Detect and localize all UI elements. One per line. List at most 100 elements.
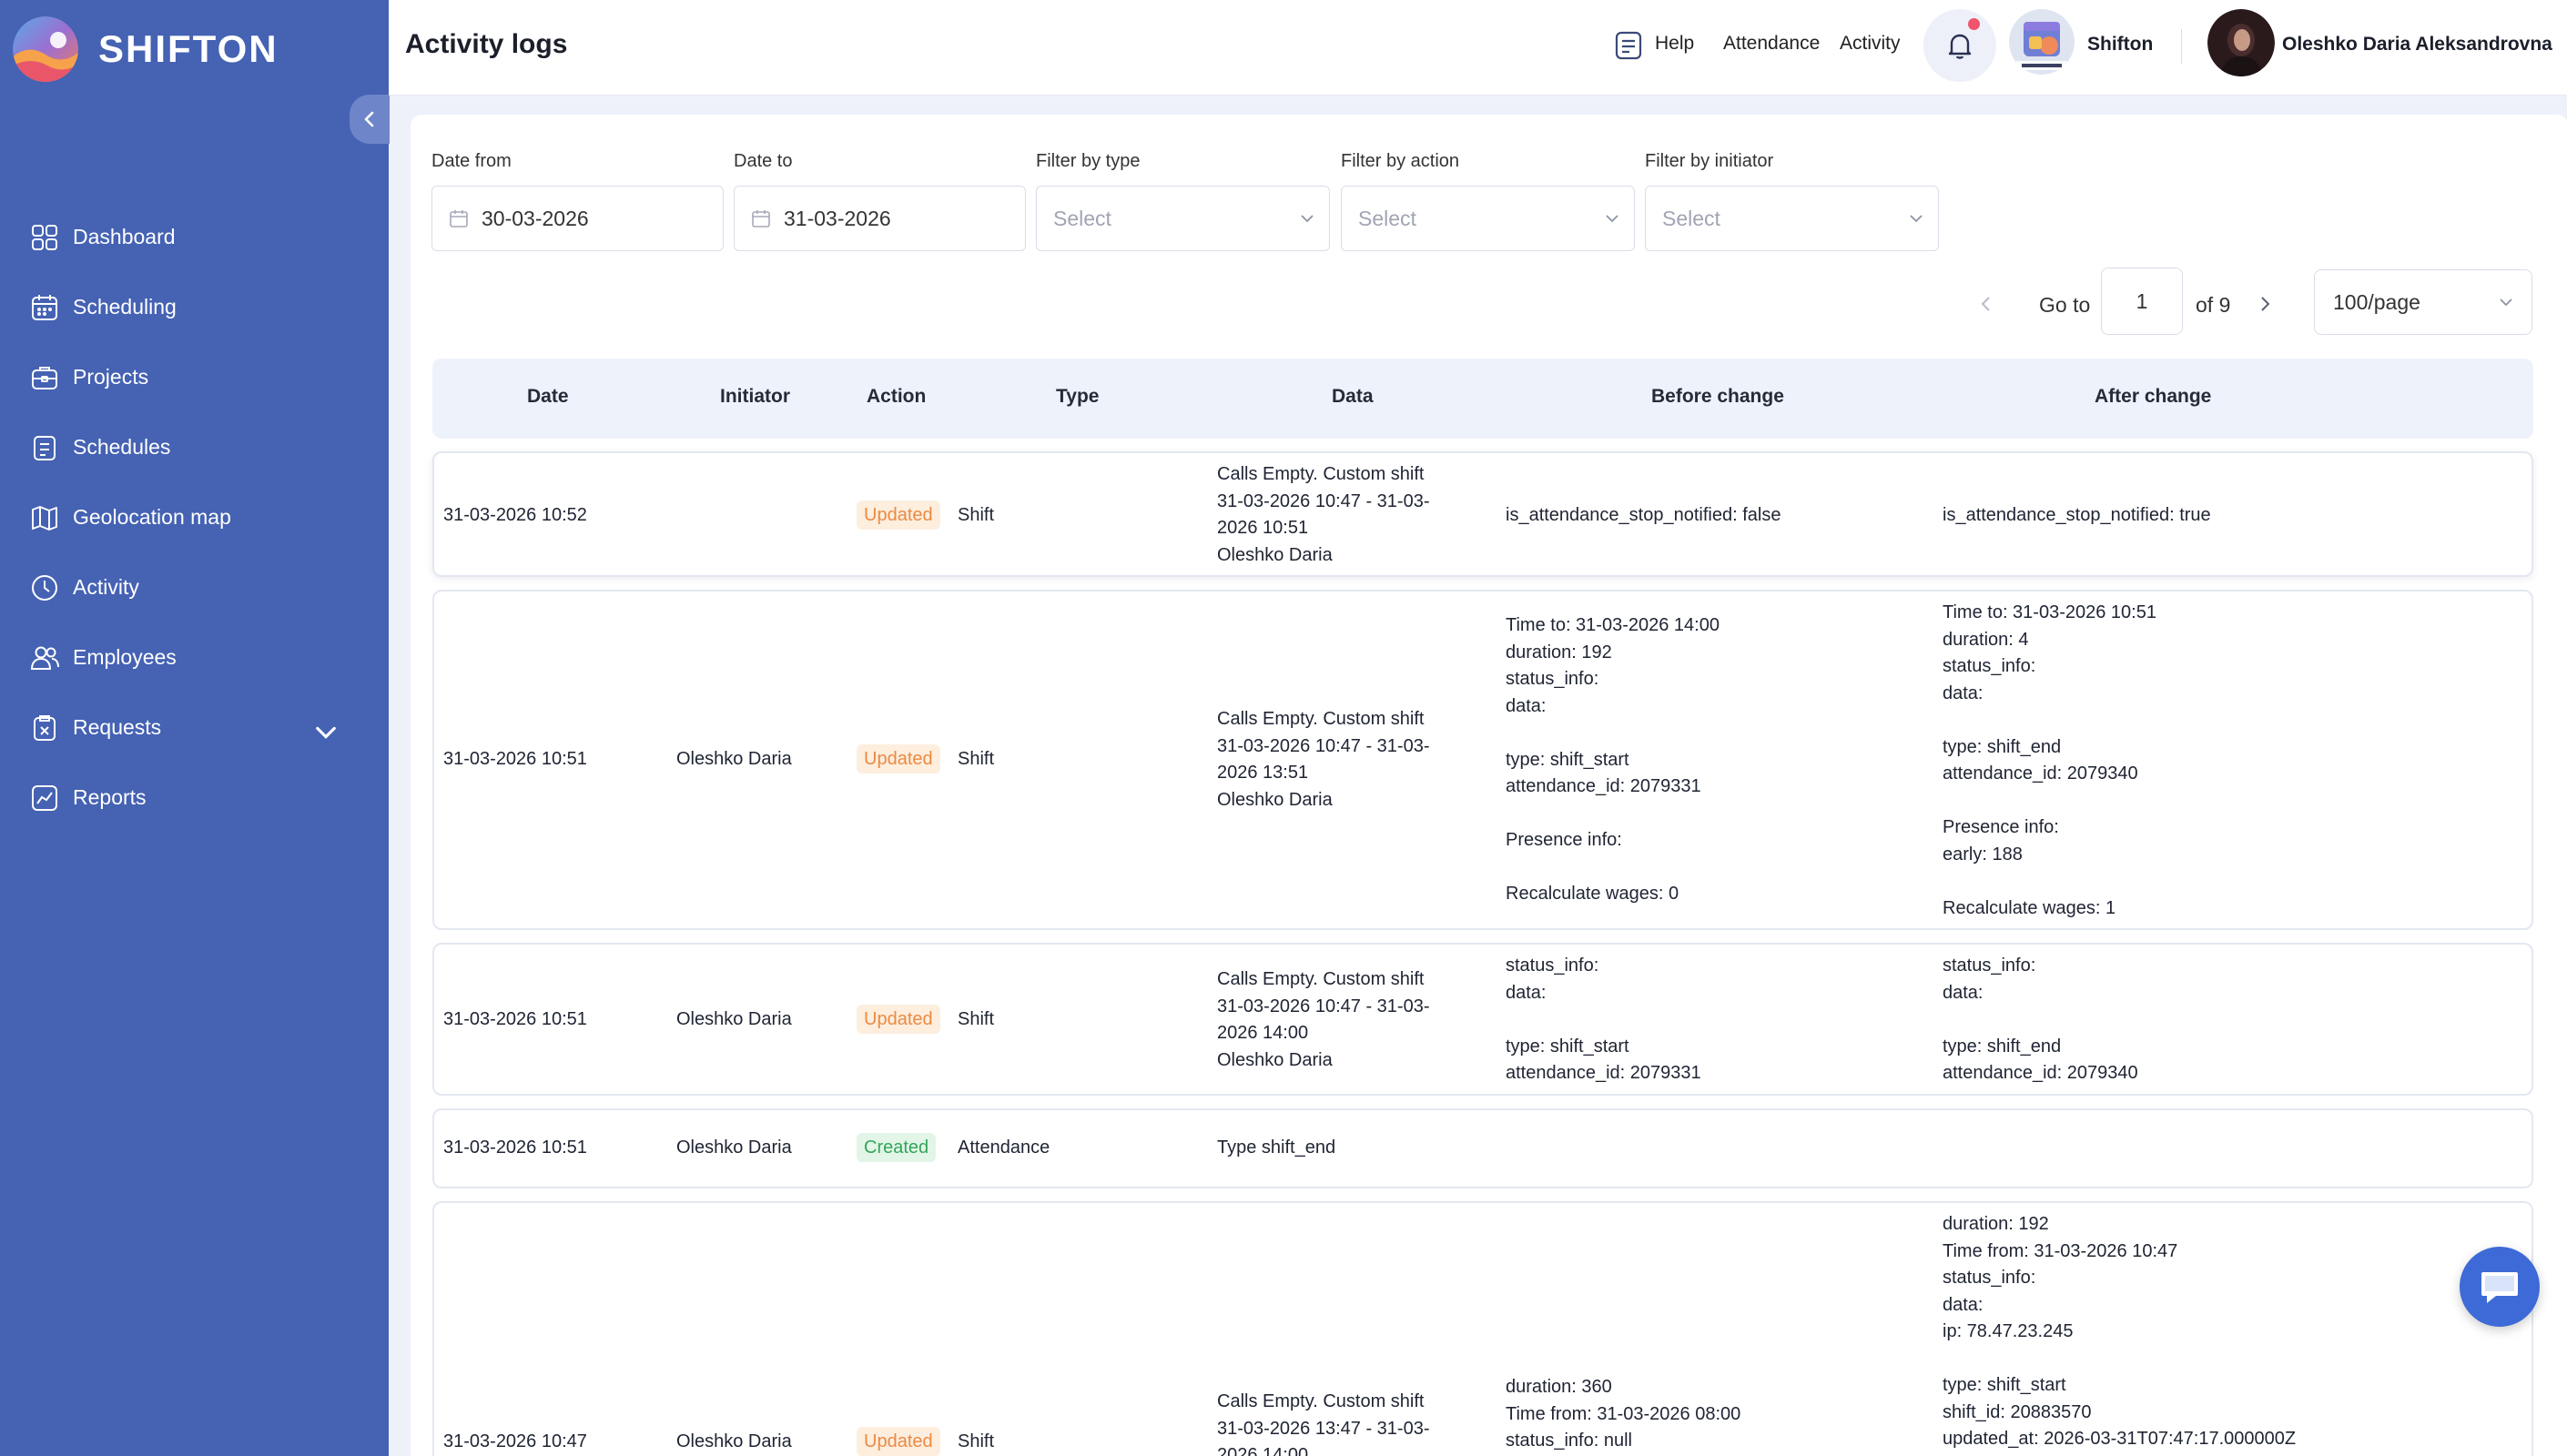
top-header: Activity logs Help Attendance Activity S… [389, 0, 2567, 96]
chart-line-icon [32, 784, 57, 811]
shifton-logo-icon [13, 16, 78, 82]
filter-initiator-select[interactable]: Select [1645, 186, 1939, 251]
sidebar-item-label: Projects [73, 365, 149, 389]
sidebar-item-label: Employees [73, 645, 177, 669]
column-header-date[interactable]: Date [527, 386, 569, 407]
notifications-button[interactable] [1923, 9, 1996, 82]
chevron-left-icon[interactable] [1975, 293, 1997, 315]
filter-action-select[interactable]: Select [1341, 186, 1635, 251]
logo[interactable]: SHIFTON [13, 16, 279, 82]
clock-icon [32, 574, 57, 601]
column-header-before-change[interactable]: Before change [1651, 386, 1784, 407]
cell-after-change: Time to: 31-03-2026 10:51 duration: 4 st… [1943, 602, 2156, 918]
sidebar-item-reports[interactable]: Reports [0, 763, 389, 833]
cell-before-change: Time to: 31-03-2026 14:00 duration: 192 … [1506, 615, 1720, 904]
cell-date: 31-03-2026 10:51 [443, 749, 587, 769]
bell-icon [1948, 34, 1972, 59]
cell-type: Shift [958, 749, 995, 769]
chevron-left-icon [364, 111, 374, 127]
table-row[interactable]: 31-03-2026 10:47 Oleshko Daria Updated S… [432, 1201, 2533, 1456]
help-document-icon[interactable] [1614, 30, 1643, 61]
cell-type: Shift [958, 1009, 995, 1029]
date-to-field[interactable]: 31-03-2026 [734, 186, 1026, 251]
activity-link[interactable]: Activity [1840, 33, 1901, 54]
sidebar-item-activity[interactable]: Activity [0, 552, 389, 622]
company-avatar[interactable] [2009, 9, 2075, 75]
calendar-icon [32, 294, 57, 320]
sidebar-item-dashboard[interactable]: Dashboard [0, 202, 389, 272]
filter-type-select[interactable]: Select [1036, 186, 1330, 251]
chevron-down-icon [2500, 298, 2512, 307]
filter-initiator-label: Filter by initiator [1645, 151, 1774, 171]
support-chat-button[interactable] [2460, 1247, 2540, 1327]
cell-initiator: Oleshko Daria [676, 1009, 792, 1029]
cell-initiator: Oleshko Daria [676, 1431, 792, 1451]
cell-date: 31-03-2026 10:51 [443, 1138, 587, 1158]
collapse-sidebar-button[interactable] [350, 95, 390, 144]
sidebar-item-label: Activity [73, 575, 139, 599]
cell-type: Attendance [958, 1138, 1050, 1158]
cell-data: Calls Empty. Custom shift 31-03-2026 10:… [1217, 709, 1430, 810]
per-page-value: 100/page [2333, 289, 2420, 314]
cell-before-change: is_attendance_stop_notified: false [1506, 505, 1781, 525]
action-badge: Updated [857, 744, 940, 774]
filter-initiator-placeholder: Select [1662, 206, 1720, 230]
goto-label: Go to [2039, 293, 2091, 317]
table-row[interactable]: 31-03-2026 10:52 Updated Shift Calls Emp… [432, 451, 2533, 577]
action-badge: Created [857, 1133, 937, 1162]
cell-before-change: duration: 360 Time from: 31-03-2026 08:0… [1506, 1377, 1741, 1451]
sidebar-item-geolocation-map[interactable]: Geolocation map [0, 482, 389, 552]
page-number-input[interactable] [2101, 268, 2183, 335]
column-header-data[interactable]: Data [1332, 386, 1374, 407]
cell-type: Shift [958, 505, 995, 525]
sidebar-item-requests[interactable]: Requests [0, 693, 389, 763]
column-header-initiator[interactable]: Initiator [720, 386, 790, 407]
cell-date: 31-03-2026 10:51 [443, 1009, 587, 1029]
sidebar: SHIFTON Dashboard Scheduling Projects Sc… [0, 0, 390, 1456]
brand-name: SHIFTON [98, 27, 279, 70]
column-header-type[interactable]: Type [1056, 386, 1100, 407]
cell-data: Calls Empty. Custom shift 31-03-2026 13:… [1217, 1391, 1430, 1456]
sidebar-item-label: Dashboard [73, 225, 176, 248]
cell-data: Calls Empty. Custom shift 31-03-2026 10:… [1217, 969, 1430, 1070]
cell-after-change: is_attendance_stop_notified: true [1943, 505, 2211, 525]
sidebar-item-schedules[interactable]: Schedules [0, 412, 389, 482]
sidebar-item-employees[interactable]: Employees [0, 622, 389, 693]
cell-date: 31-03-2026 10:52 [443, 505, 587, 525]
cell-date: 31-03-2026 10:47 [443, 1431, 587, 1451]
company-name[interactable]: Shifton [2087, 34, 2154, 55]
cell-type: Shift [958, 1431, 995, 1451]
cell-data: Type shift_end [1217, 1138, 1336, 1158]
sidebar-item-label: Schedules [73, 435, 171, 459]
cell-initiator: Oleshko Daria [676, 749, 792, 769]
date-from-label: Date from [431, 151, 512, 171]
sidebar-item-scheduling[interactable]: Scheduling [0, 272, 389, 342]
sidebar-item-projects[interactable]: Projects [0, 342, 389, 412]
action-badge: Updated [857, 1427, 940, 1456]
date-from-field[interactable]: 30-03-2026 [431, 186, 724, 251]
chat-bubble-icon [2481, 1272, 2518, 1303]
sidebar-nav: Dashboard Scheduling Projects Schedules … [0, 202, 389, 833]
help-link[interactable]: Help [1655, 33, 1695, 54]
table-header: Date Initiator Action Type Data Before c… [432, 359, 2533, 439]
cell-before-change: status_info: data: type: shift_start att… [1506, 956, 1701, 1083]
table-row[interactable]: 31-03-2026 10:51 Oleshko Daria Updated S… [432, 943, 2533, 1096]
request-icon [34, 714, 56, 741]
sidebar-item-label: Scheduling [73, 295, 177, 318]
column-header-after-change[interactable]: After change [2095, 386, 2212, 407]
user-name[interactable]: Oleshko Daria Aleksandrovna [2282, 34, 2552, 55]
schedule-list-icon [34, 435, 56, 460]
table-row[interactable]: 31-03-2026 10:51 Oleshko Daria Updated S… [432, 590, 2533, 930]
user-avatar[interactable] [2207, 9, 2275, 76]
table-row[interactable]: 31-03-2026 10:51 Oleshko Daria Created A… [432, 1108, 2533, 1188]
calendar-icon [752, 210, 770, 228]
filter-action-label: Filter by action [1341, 151, 1460, 171]
attendance-link[interactable]: Attendance [1723, 33, 1821, 54]
column-header-action[interactable]: Action [867, 386, 927, 407]
chevron-right-icon[interactable] [2254, 293, 2276, 315]
sidebar-item-label: Reports [73, 785, 147, 809]
chevron-down-icon [1301, 215, 1314, 223]
date-from-value: 30-03-2026 [482, 206, 589, 230]
per-page-select[interactable]: 100/page [2314, 269, 2532, 335]
date-to-label: Date to [734, 151, 793, 171]
